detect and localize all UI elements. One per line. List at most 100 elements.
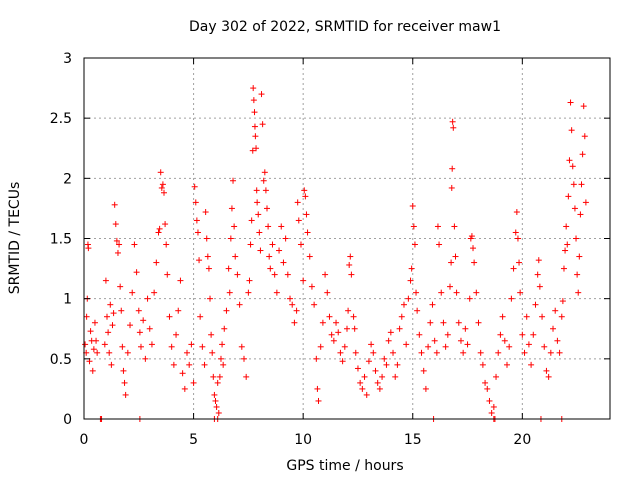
data-point (534, 271, 541, 278)
data-point (571, 205, 578, 212)
data-point (444, 331, 451, 338)
data-point (396, 325, 403, 332)
data-point (554, 337, 561, 344)
data-point (400, 301, 407, 308)
data-point (528, 361, 535, 368)
data-point (238, 343, 245, 350)
data-point (192, 199, 199, 206)
data-point (301, 187, 308, 194)
data-point (368, 341, 375, 348)
data-point (256, 229, 263, 236)
data-point (359, 385, 366, 392)
data-point (158, 184, 165, 191)
data-point (370, 349, 377, 356)
data-point (564, 241, 571, 248)
data-point (82, 341, 89, 348)
data-point (248, 217, 255, 224)
x-tick-label: 5 (189, 432, 198, 448)
data-point (503, 361, 510, 368)
data-point (175, 307, 182, 314)
data-point (453, 289, 460, 296)
data-point (197, 313, 204, 320)
data-point (269, 241, 276, 248)
data-point (106, 349, 113, 356)
data-point (295, 217, 302, 224)
data-point (87, 328, 94, 335)
data-point (357, 379, 364, 386)
data-point (581, 133, 588, 140)
data-point (460, 349, 467, 356)
data-point (105, 329, 112, 336)
data-point (335, 329, 342, 336)
data-point (221, 325, 228, 332)
data-point (300, 277, 307, 284)
data-point (351, 325, 358, 332)
chart-title: Day 302 of 2022, SRMTID for receiver maw… (189, 19, 501, 35)
data-point (390, 349, 397, 356)
data-point (215, 409, 222, 416)
data-point (449, 118, 456, 125)
data-point (344, 325, 350, 332)
data-point (249, 147, 256, 154)
y-tick-label: 0.5 (50, 352, 72, 368)
data-point (532, 301, 539, 308)
data-point (302, 193, 309, 200)
data-point (110, 310, 117, 317)
data-point (440, 319, 447, 326)
x-tick-label: 15 (404, 432, 422, 448)
axis-ticks: 0 5 10 15 20 0 0.5 1 1.5 2 2.5 3 (50, 51, 610, 448)
data-point (413, 289, 420, 296)
data-point (120, 367, 127, 374)
data-point (479, 361, 486, 368)
data-point (284, 271, 291, 278)
data-point (420, 367, 427, 374)
data-point (530, 331, 537, 338)
data-point (253, 187, 260, 194)
data-point (311, 301, 318, 308)
data-point (201, 361, 208, 368)
data-point (493, 373, 500, 380)
data-point (448, 259, 455, 266)
data-point (104, 313, 111, 320)
data-point (102, 277, 109, 284)
y-tick-label: 1.5 (50, 232, 72, 248)
data-point (576, 253, 583, 260)
data-point (160, 189, 167, 196)
data-point (191, 183, 198, 190)
data-point (363, 391, 370, 398)
data-point (512, 229, 519, 236)
data-point (209, 349, 216, 356)
data-point (196, 257, 203, 264)
data-point (482, 379, 489, 386)
y-tick-label: 2 (63, 171, 72, 187)
data-point (308, 283, 315, 290)
y-tick-label: 1 (63, 292, 72, 308)
data-point (550, 325, 557, 332)
data-point (452, 253, 459, 260)
data-point (497, 331, 504, 338)
data-point (208, 331, 215, 338)
data-point (470, 245, 477, 252)
data-point (228, 205, 235, 212)
data-point (517, 289, 524, 296)
data-point (265, 223, 272, 230)
x-tick-label: 20 (513, 432, 531, 448)
data-point (326, 313, 333, 320)
data-point (193, 217, 200, 224)
data-point (261, 169, 268, 176)
grid-lines (84, 58, 610, 419)
data-point (168, 343, 175, 350)
data-point (118, 307, 125, 314)
data-point (547, 349, 554, 356)
data-point (246, 277, 253, 284)
data-point (418, 349, 425, 356)
data-point (114, 249, 121, 256)
data-point (163, 241, 170, 248)
data-point (567, 99, 574, 106)
data-point (577, 211, 584, 218)
data-point (506, 343, 513, 350)
data-point (563, 223, 570, 230)
data-point (408, 265, 415, 272)
data-point (552, 307, 559, 314)
data-point (247, 241, 254, 248)
